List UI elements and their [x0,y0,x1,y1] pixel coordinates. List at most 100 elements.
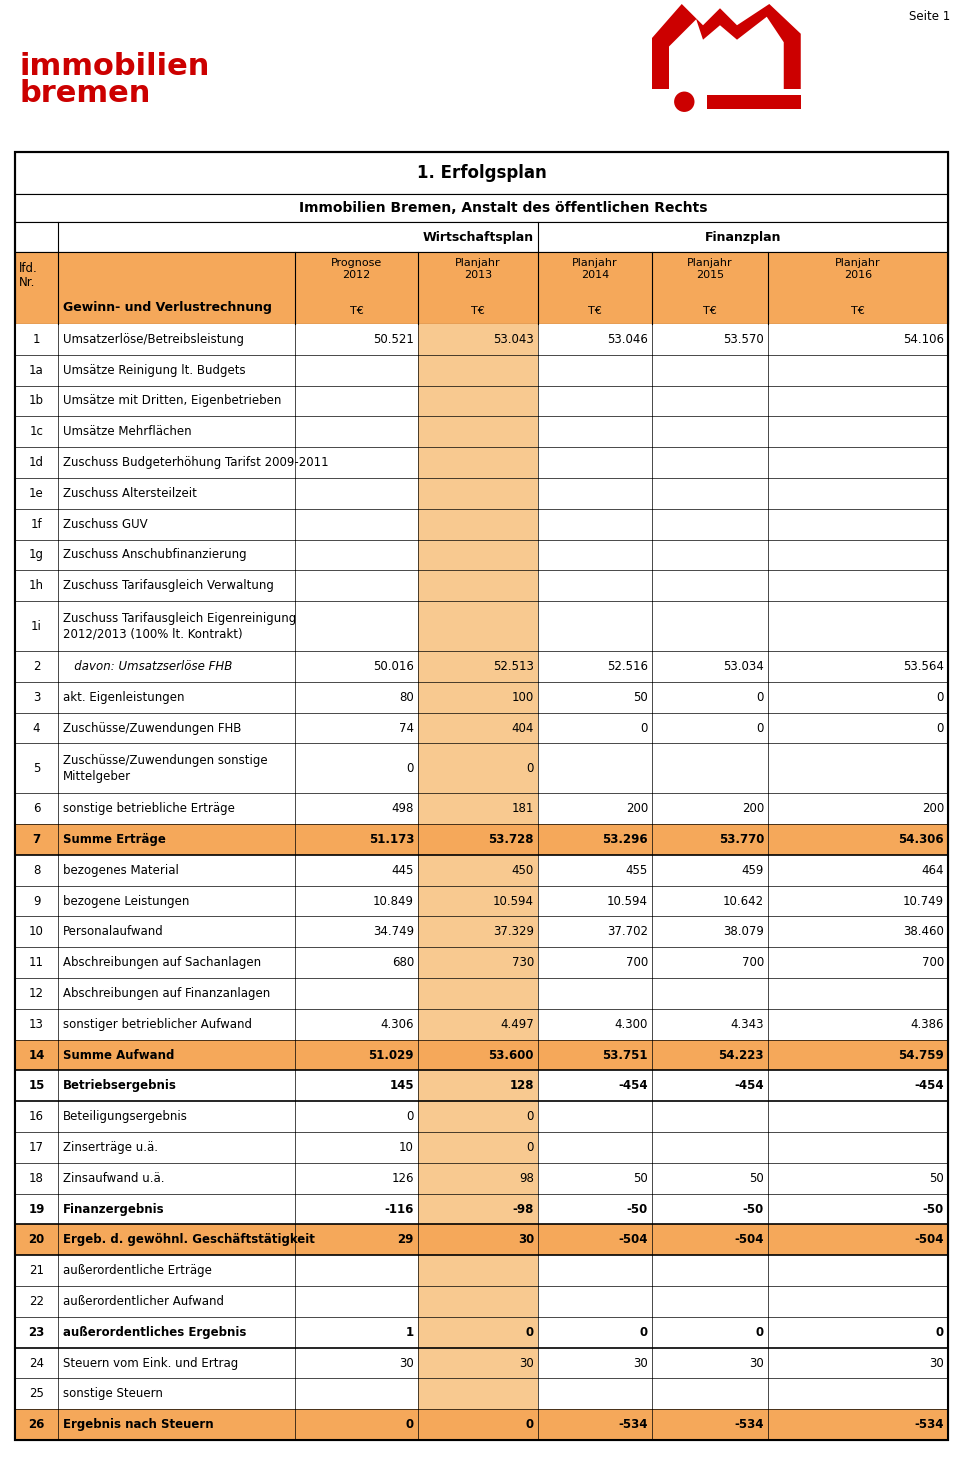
Text: 1: 1 [33,333,40,346]
Text: Beteiligungsergebnis: Beteiligungsergebnis [63,1110,188,1123]
Bar [15,794,948,825]
Text: 498: 498 [392,803,414,816]
Text: Planjahr
2016: Planjahr 2016 [835,257,881,281]
Text: Zuschuss GUV: Zuschuss GUV [63,518,148,531]
Text: 53.728: 53.728 [489,833,534,846]
Text: -504: -504 [915,1234,944,1246]
Text: 1d: 1d [29,456,44,469]
Bar [15,1287,948,1317]
Text: 128: 128 [510,1079,534,1092]
Text: -50: -50 [743,1203,764,1215]
Bar [418,386,538,417]
Bar [418,325,538,355]
Bar [418,712,538,743]
Text: 0: 0 [756,690,764,703]
Bar [15,1193,948,1225]
Text: 50: 50 [634,690,648,703]
Text: Umsatzerlöse/Betreibsleistung: Umsatzerlöse/Betreibsleistung [63,333,244,346]
Text: sonstiger betrieblicher Aufwand: sonstiger betrieblicher Aufwand [63,1018,252,1031]
Bar [418,1348,538,1379]
Text: lfd.: lfd. [19,262,37,275]
Text: akt. Eigenleistungen: akt. Eigenleistungen [63,690,184,703]
Text: 34.749: 34.749 [372,925,414,939]
Text: 1c: 1c [30,425,43,439]
Bar [15,712,948,743]
Text: 126: 126 [392,1171,414,1184]
Text: -454: -454 [914,1079,944,1092]
Text: Zuschuss Budgeterhöhung Tarifst 2009-2011: Zuschuss Budgeterhöhung Tarifst 2009-201… [63,456,328,469]
Text: 1: 1 [406,1326,414,1339]
Text: 200: 200 [626,803,648,816]
Text: 700: 700 [922,956,944,969]
Bar [418,1193,538,1225]
Text: Zuschuss Tarifausgleich Verwaltung: Zuschuss Tarifausgleich Verwaltung [63,579,274,592]
Text: 51.173: 51.173 [369,833,414,846]
Text: 53.046: 53.046 [607,333,648,346]
Text: 10: 10 [399,1140,414,1154]
Text: 0: 0 [407,762,414,775]
Bar [15,1101,948,1132]
Text: 19: 19 [28,1203,45,1215]
Bar [15,1317,948,1348]
Text: 37.702: 37.702 [607,925,648,939]
Text: Zuschuss Anschubfinanzierung: Zuschuss Anschubfinanzierung [63,548,247,561]
Text: 10.594: 10.594 [493,895,534,908]
Text: 0: 0 [527,1110,534,1123]
Bar [15,1070,948,1101]
Text: Ergeb. d. gewöhnl. Geschäftstätigkeit: Ergeb. d. gewöhnl. Geschäftstätigkeit [63,1234,315,1246]
Text: 17: 17 [29,1140,44,1154]
Bar [418,886,538,917]
Text: 404: 404 [512,722,534,734]
Text: -504: -504 [734,1234,764,1246]
Text: -534: -534 [915,1418,944,1431]
Text: 5: 5 [33,762,40,775]
Text: 7: 7 [33,833,40,846]
Bar [15,222,948,251]
Text: Wirtschaftsplan: Wirtschaftsplan [422,231,534,244]
Text: 53.770: 53.770 [719,833,764,846]
Text: -504: -504 [618,1234,648,1246]
Text: 4: 4 [33,722,40,734]
Bar [15,1409,948,1440]
Bar [15,601,948,651]
Text: 11: 11 [29,956,44,969]
Text: Summe Erträge: Summe Erträge [63,833,166,846]
Text: Zinserträge u.ä.: Zinserträge u.ä. [63,1140,158,1154]
Text: 10.749: 10.749 [902,895,944,908]
Text: sonstige Steuern: sonstige Steuern [63,1387,163,1401]
Bar [15,978,948,1009]
Text: 200: 200 [742,803,764,816]
Text: 730: 730 [512,956,534,969]
Text: -116: -116 [385,1203,414,1215]
Text: 50: 50 [929,1171,944,1184]
Text: sonstige betriebliche Erträge: sonstige betriebliche Erträge [63,803,235,816]
Text: 54.106: 54.106 [903,333,944,346]
Text: 0: 0 [640,722,648,734]
Bar [15,570,948,601]
Text: 29: 29 [397,1234,414,1246]
Text: 26: 26 [28,1418,45,1431]
Text: 30: 30 [519,1357,534,1370]
Text: Zuschüsse/Zuwendungen sonstige
Mittelgeber: Zuschüsse/Zuwendungen sonstige Mittelgeb… [63,754,268,782]
Text: bremen: bremen [20,79,152,108]
Bar [15,1348,948,1379]
Text: 1h: 1h [29,579,44,592]
Text: Zuschüsse/Zuwendungen FHB: Zuschüsse/Zuwendungen FHB [63,722,241,734]
Text: 10: 10 [29,925,44,939]
Text: T€: T€ [349,306,364,316]
Text: 445: 445 [392,864,414,877]
Bar [15,947,948,978]
Text: Nr.: Nr. [19,276,36,289]
Bar [418,1162,538,1193]
Text: 4.497: 4.497 [500,1018,534,1031]
Bar [15,855,948,886]
Text: davon: Umsatzserlöse FHB: davon: Umsatzserlöse FHB [63,659,232,673]
Bar [15,386,948,417]
Text: -454: -454 [618,1079,648,1092]
Text: Umsätze mit Dritten, Eigenbetrieben: Umsätze mit Dritten, Eigenbetrieben [63,395,281,408]
Text: 54.223: 54.223 [718,1048,764,1061]
Bar [418,570,538,601]
Text: 12: 12 [29,987,44,1000]
Text: 6: 6 [33,803,40,816]
Bar [418,417,538,447]
